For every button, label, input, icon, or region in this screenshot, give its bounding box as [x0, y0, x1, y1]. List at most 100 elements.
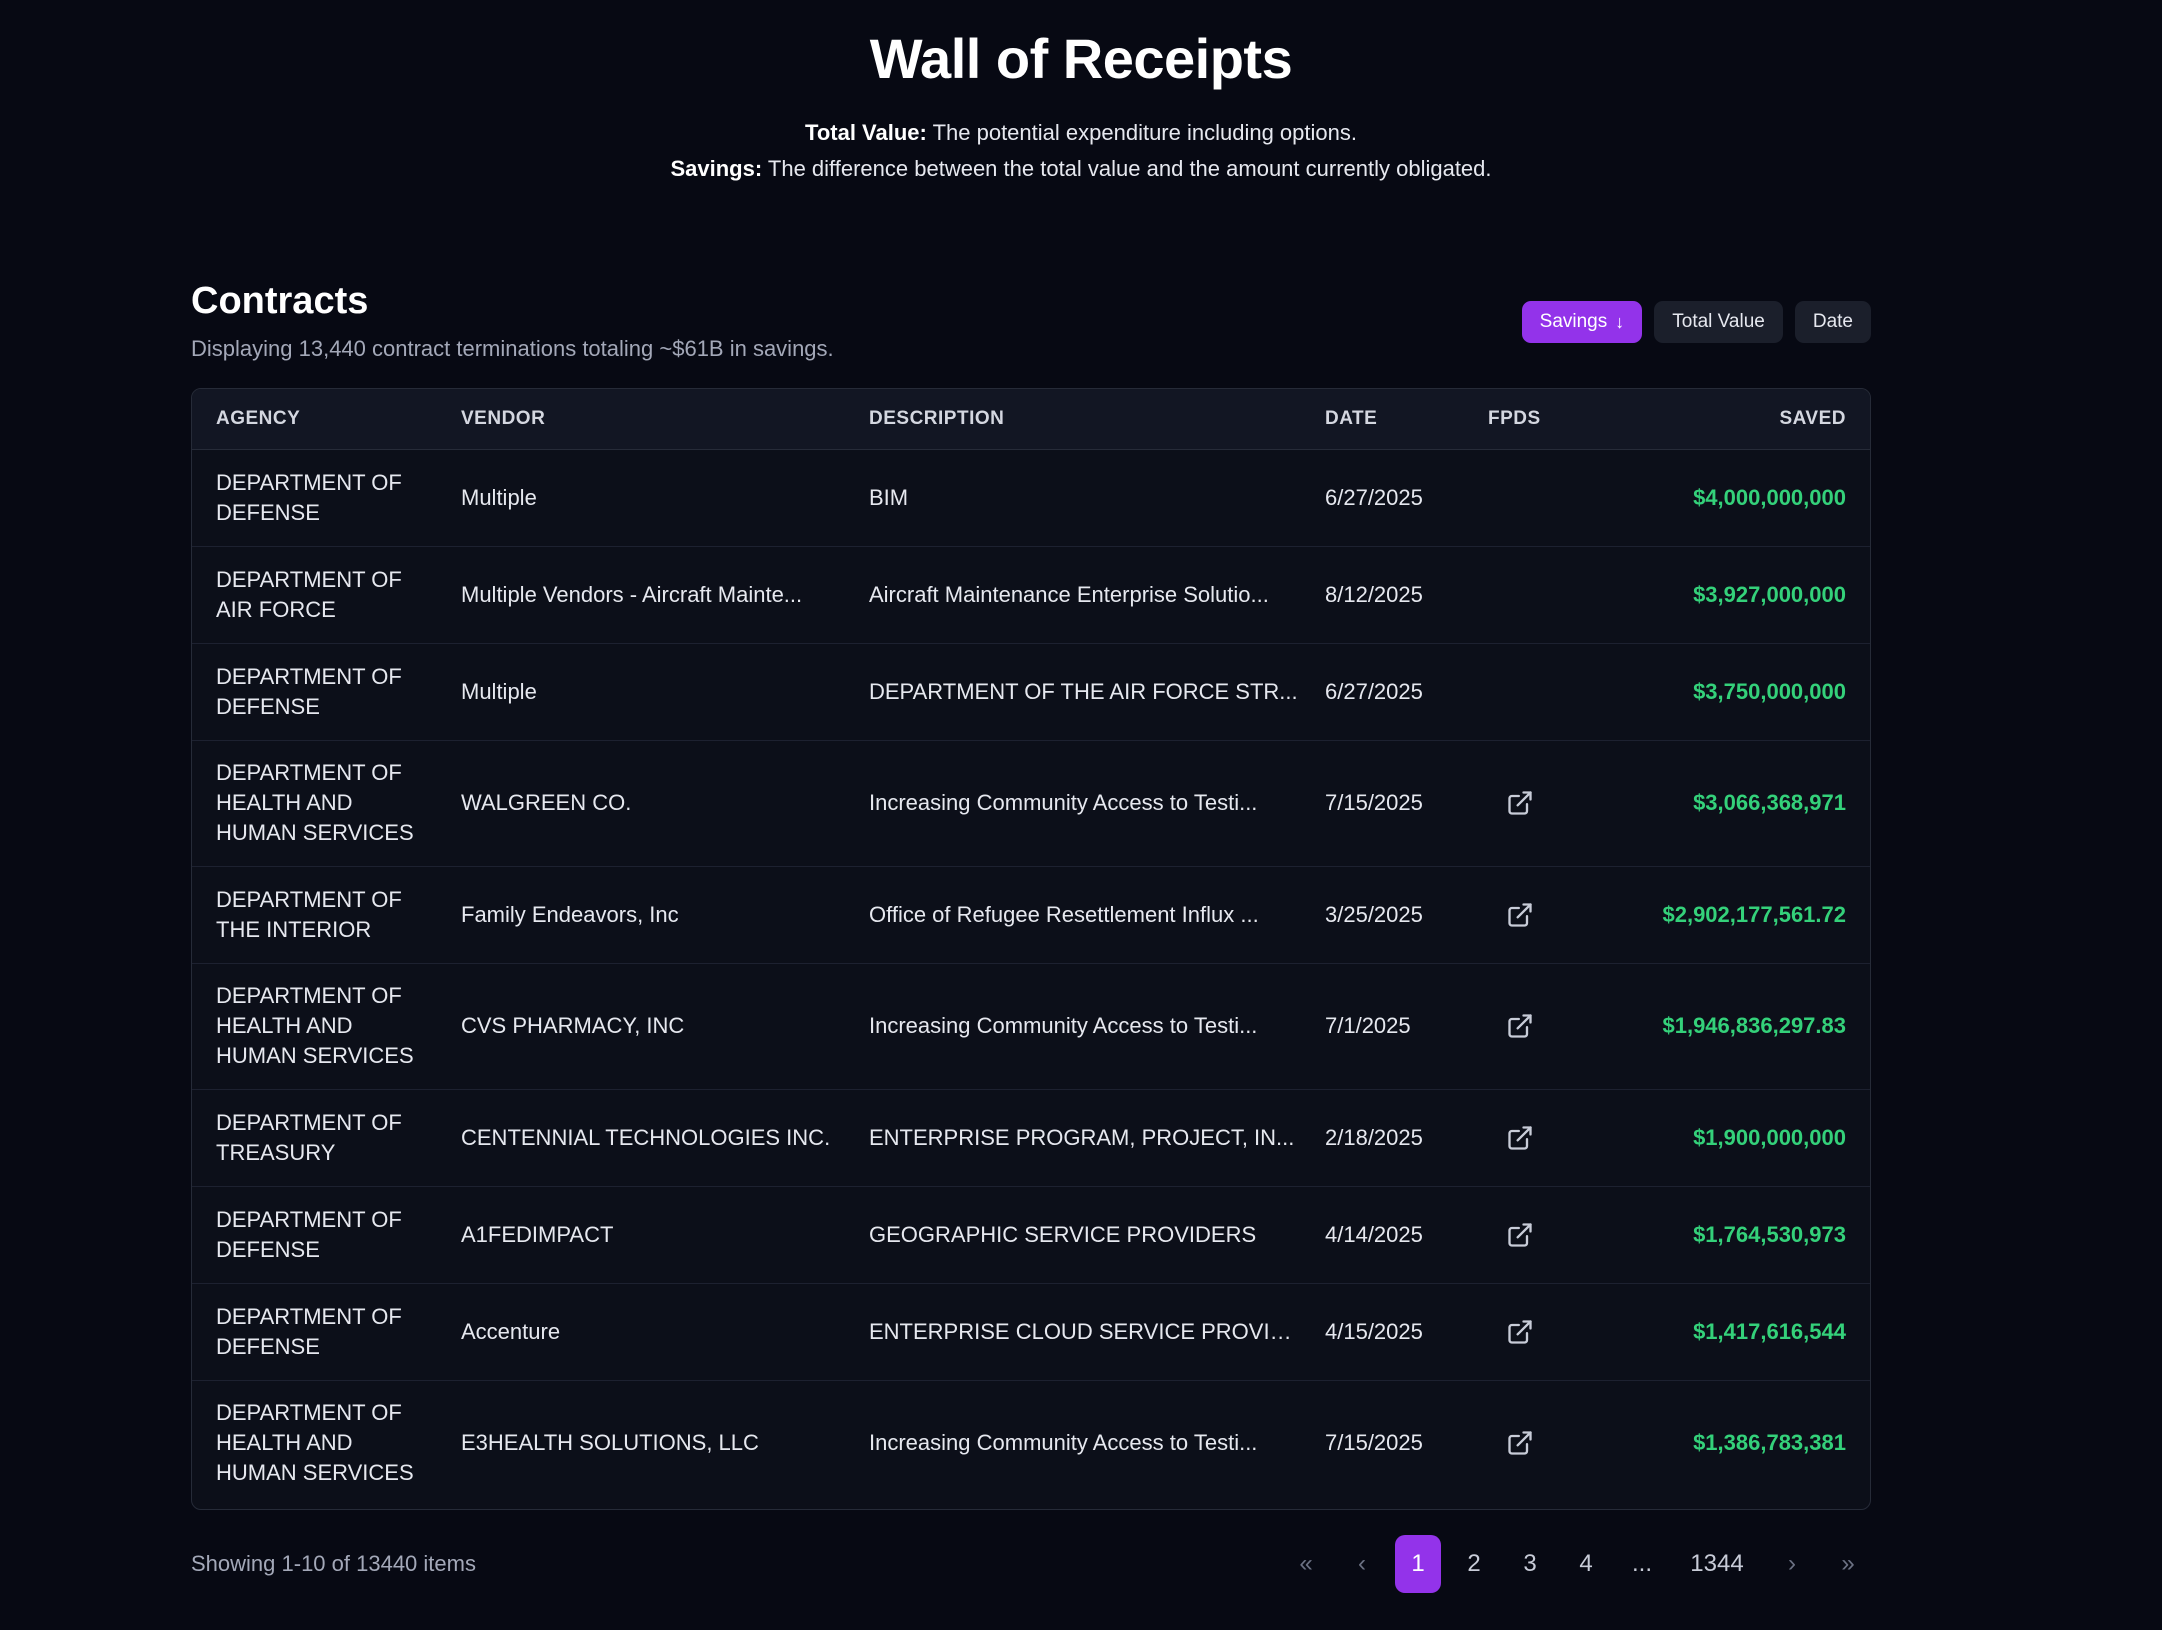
column-header-agency: AGENCY	[192, 389, 437, 450]
agency-cell: DEPARTMENT OF DEFENSE	[192, 643, 437, 741]
agency-cell: DEPARTMENT OF DEFENSE	[192, 449, 437, 547]
date-cell: 2/18/2025	[1301, 1089, 1464, 1187]
vendor-cell: Multiple	[437, 449, 845, 547]
column-header-fpds: FPDS	[1464, 389, 1614, 450]
agency-cell: DEPARTMENT OF HEALTH AND HUMAN SERVICES	[192, 740, 437, 867]
description-cell: ENTERPRISE PROGRAM, PROJECT, IN...	[845, 1089, 1301, 1187]
page-button-2[interactable]: 2	[1467, 1550, 1481, 1577]
description-cell: BIM	[845, 449, 1301, 547]
date-cell: 8/12/2025	[1301, 546, 1464, 644]
saved-cell: $3,066,368,971	[1614, 740, 1870, 867]
savings-definition: Savings: The difference between the tota…	[0, 156, 2162, 182]
sort-button-group: Savings ↓ Total Value Date	[1521, 301, 1871, 343]
column-header-vendor: VENDOR	[437, 389, 845, 450]
table-row[interactable]: DEPARTMENT OF AIR FORCE Multiple Vendors …	[192, 546, 1870, 644]
agency-cell: DEPARTMENT OF THE INTERIOR	[192, 866, 437, 964]
external-link-icon[interactable]	[1506, 901, 1534, 929]
agency-cell: DEPARTMENT OF HEALTH AND HUMAN SERVICES	[216, 1400, 414, 1486]
sort-savings-label: Savings	[1539, 311, 1608, 332]
table-row[interactable]: DEPARTMENT OF THE INTERIOR Family Endeavo…	[192, 866, 1870, 964]
date-cell: 7/15/2025	[1325, 1430, 1423, 1456]
page-button-last-number[interactable]: 1344	[1690, 1550, 1744, 1577]
fpds-cell	[1464, 740, 1614, 867]
next-page-button[interactable]: ›	[1788, 1550, 1796, 1577]
last-page-button[interactable]: »	[1841, 1550, 1855, 1577]
table-row[interactable]: DEPARTMENT OF TREASURY CENTENNIAL TECHNOL…	[192, 1089, 1870, 1187]
savings-text: The difference between the total value a…	[767, 156, 1492, 181]
vendor-cell: A1FEDIMPACT	[437, 1186, 845, 1284]
saved-cell: $4,000,000,000	[1614, 449, 1870, 547]
page-title: Wall of Receipts	[869, 27, 1293, 90]
sort-date-button[interactable]: Date	[1794, 301, 1871, 343]
table-row[interactable]: DEPARTMENT OF DEFENSE Accenture ENTERPRISE…	[192, 1283, 1870, 1381]
external-link-icon[interactable]	[1506, 789, 1534, 817]
vendor-cell: Multiple	[437, 643, 845, 741]
first-page-button[interactable]: «	[1299, 1550, 1313, 1577]
description-cell: GEOGRAPHIC SERVICE PROVIDERS	[845, 1186, 1301, 1284]
showing-count: Showing 1-10 of 13440 items	[191, 1551, 476, 1576]
table-row[interactable]: DEPARTMENT OF HEALTH AND HUMAN SERVICES C…	[192, 963, 1870, 1090]
description-cell: Office of Refugee Resettlement Influx ..…	[845, 866, 1301, 964]
agency-cell: DEPARTMENT OF HEALTH AND HUMAN SERVICES	[192, 963, 437, 1090]
external-link-icon[interactable]	[1506, 1429, 1534, 1457]
page-button-3[interactable]: 3	[1523, 1550, 1537, 1577]
previous-page-button[interactable]: ‹	[1358, 1550, 1366, 1577]
vendor-cell: Accenture	[437, 1283, 845, 1381]
contracts-title: Contracts	[191, 280, 369, 322]
description-cell: Increasing Community Access to Testi...	[845, 740, 1301, 867]
saved-cell: $3,927,000,000	[1614, 546, 1870, 644]
vendor-cell: Family Endeavors, Inc	[437, 866, 845, 964]
fpds-cell	[1464, 866, 1614, 964]
table-row[interactable]: DEPARTMENT OF DEFENSE A1FEDIMPACT GEOGRAPH…	[192, 1186, 1870, 1284]
page-button-1[interactable]: 1	[1395, 1535, 1441, 1593]
fpds-cell	[1464, 1380, 1614, 1506]
table-header-row: AGENCY VENDOR DESCRIPTION DATE FPDS SAVE…	[192, 389, 1870, 450]
contracts-subtitle: Displaying 13,440 contract terminations …	[191, 336, 834, 361]
agency-cell: DEPARTMENT OF TREASURY	[192, 1089, 437, 1187]
total-value-definition: Total Value: The potential expenditure i…	[0, 120, 2162, 146]
vendor-cell: Multiple Vendors - Aircraft Mainte...	[437, 546, 845, 644]
total-value-text: The potential expenditure including opti…	[932, 120, 1357, 145]
date-cell: 3/25/2025	[1301, 866, 1464, 964]
agency-cell: DEPARTMENT OF DEFENSE	[192, 1186, 437, 1284]
vendor-cell: WALGREEN CO.	[437, 740, 845, 867]
date-cell: 6/27/2025	[1301, 643, 1464, 741]
table-row[interactable]: DEPARTMENT OF DEFENSE Multiple BIM 6/27/202…	[192, 449, 1870, 547]
fpds-cell	[1464, 1283, 1614, 1381]
saved-cell: $1,417,616,544	[1614, 1283, 1870, 1381]
saved-cell: $2,902,177,561.72	[1614, 866, 1870, 964]
date-cell: 7/15/2025	[1301, 740, 1464, 867]
fpds-cell	[1464, 643, 1614, 741]
savings-term: Savings:	[670, 156, 763, 181]
fpds-cell	[1464, 1186, 1614, 1284]
external-link-icon[interactable]	[1506, 1124, 1534, 1152]
external-link-icon[interactable]	[1506, 1012, 1534, 1040]
external-link-icon[interactable]	[1506, 1221, 1534, 1249]
external-link-icon[interactable]	[1506, 1318, 1534, 1346]
sort-savings-button[interactable]: Savings ↓	[1521, 301, 1643, 343]
saved-cell: $1,946,836,297.83	[1614, 963, 1870, 1090]
table-row[interactable]: DEPARTMENT OF DEFENSE Multiple DEPARTMENT …	[192, 643, 1870, 741]
saved-cell: $3,750,000,000	[1614, 643, 1870, 741]
description-cell: Increasing Community Access to Testi...	[869, 1430, 1258, 1456]
table-row[interactable]: DEPARTMENT OF HEALTH AND HUMAN SERVICES E…	[192, 1380, 1870, 1506]
saved-cell: $1,386,783,381	[1693, 1430, 1846, 1456]
total-value-term: Total Value:	[805, 120, 927, 145]
saved-cell: $1,764,530,973	[1614, 1186, 1870, 1284]
fpds-cell	[1464, 546, 1614, 644]
description-cell: DEPARTMENT OF THE AIR FORCE STR...	[845, 643, 1301, 741]
table-row[interactable]: DEPARTMENT OF HEALTH AND HUMAN SERVICES W…	[192, 740, 1870, 867]
vendor-cell: CENTENNIAL TECHNOLOGIES INC.	[437, 1089, 845, 1187]
date-cell: 7/1/2025	[1301, 963, 1464, 1090]
sort-total-value-button[interactable]: Total Value	[1654, 301, 1783, 343]
page-button-4[interactable]: 4	[1579, 1550, 1593, 1577]
vendor-cell: CVS PHARMACY, INC	[437, 963, 845, 1090]
arrow-down-icon: ↓	[1615, 312, 1625, 332]
pagination: « ‹ 1 2 3 4 ... 1344 › »	[1283, 1535, 1871, 1593]
vendor-cell: E3HEALTH SOLUTIONS, LLC	[461, 1430, 759, 1456]
date-cell: 4/15/2025	[1301, 1283, 1464, 1381]
description-cell: ENTERPRISE CLOUD SERVICE PROVID...	[845, 1283, 1301, 1381]
date-cell: 4/14/2025	[1301, 1186, 1464, 1284]
description-cell: Aircraft Maintenance Enterprise Solutio.…	[845, 546, 1301, 644]
